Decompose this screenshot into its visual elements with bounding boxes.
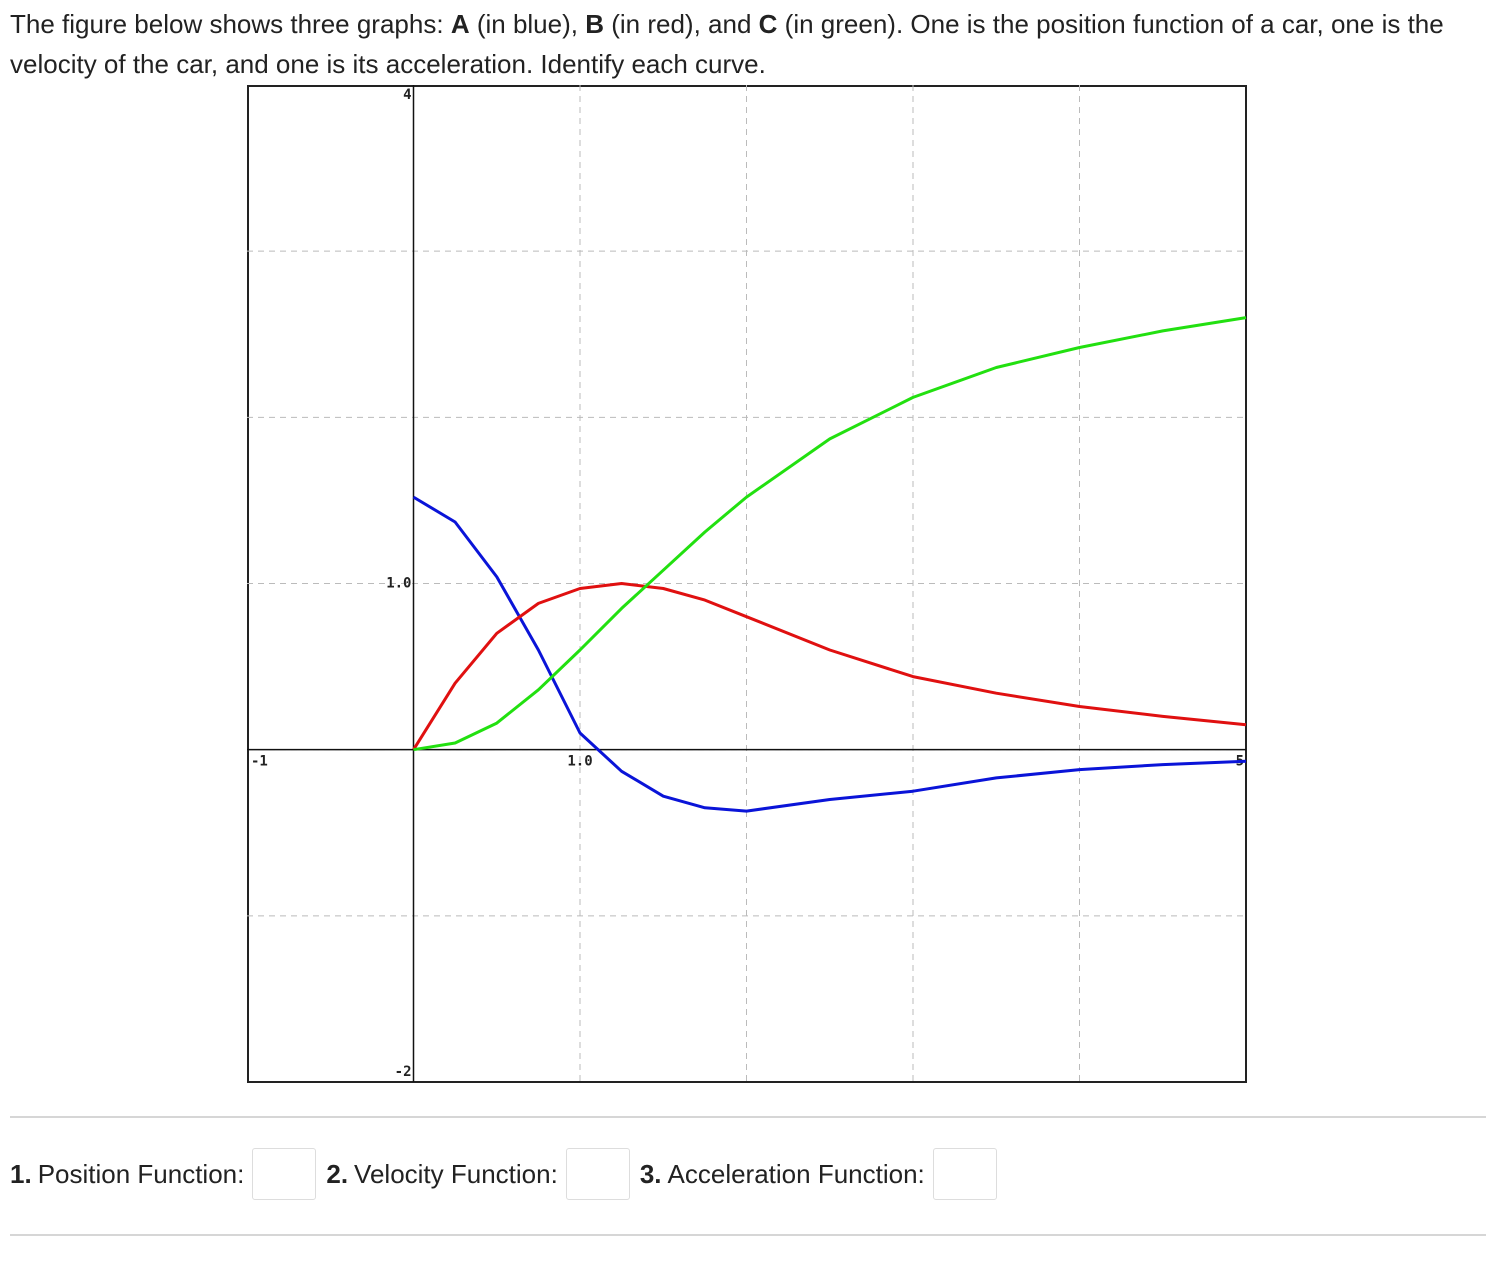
- answer-item: 1. Position Function:: [10, 1148, 317, 1200]
- answer-item: 2. Velocity Function:: [326, 1148, 630, 1200]
- divider: [10, 1116, 1486, 1118]
- answer-input[interactable]: [252, 1148, 317, 1200]
- x-tick-label: -1: [251, 754, 268, 770]
- answer-number: 2.: [326, 1158, 349, 1189]
- text: (in red), and: [611, 9, 752, 39]
- text: (in green). One is the position function…: [10, 9, 1444, 79]
- curve: [412, 495, 1247, 813]
- answer-label: Velocity Function:: [354, 1158, 558, 1189]
- answer-number: 3.: [639, 1158, 662, 1189]
- text: The figure below shows three graphs:: [10, 9, 444, 39]
- chart: -1 1.0 5-21.04: [247, 85, 1247, 1083]
- answer-input[interactable]: [565, 1148, 630, 1200]
- series-name: A: [450, 9, 470, 39]
- series-name: B: [585, 9, 604, 39]
- y-tick-label: -2: [395, 1064, 412, 1080]
- y-tick-label: 1.0: [386, 576, 411, 592]
- answer-label: Acceleration Function:: [667, 1158, 925, 1189]
- answer-label: Position Function:: [37, 1158, 245, 1189]
- curve: [413, 316, 1247, 752]
- curve: [412, 582, 1247, 751]
- x-tick-label: 1.0: [567, 754, 592, 770]
- answer-number: 1.: [10, 1158, 32, 1189]
- answer-row: 1. Position Function: 2. Velocity Function:…: [10, 1148, 1007, 1200]
- question-text: The figure below shows three graphs: A (…: [10, 4, 1490, 84]
- answer-input[interactable]: [932, 1148, 997, 1200]
- y-tick-label: 4: [403, 87, 411, 103]
- text: (in blue),: [476, 9, 578, 39]
- series-name: C: [758, 9, 778, 39]
- divider: [10, 1234, 1486, 1236]
- answer-item: 3. Acceleration Function:: [640, 1148, 997, 1200]
